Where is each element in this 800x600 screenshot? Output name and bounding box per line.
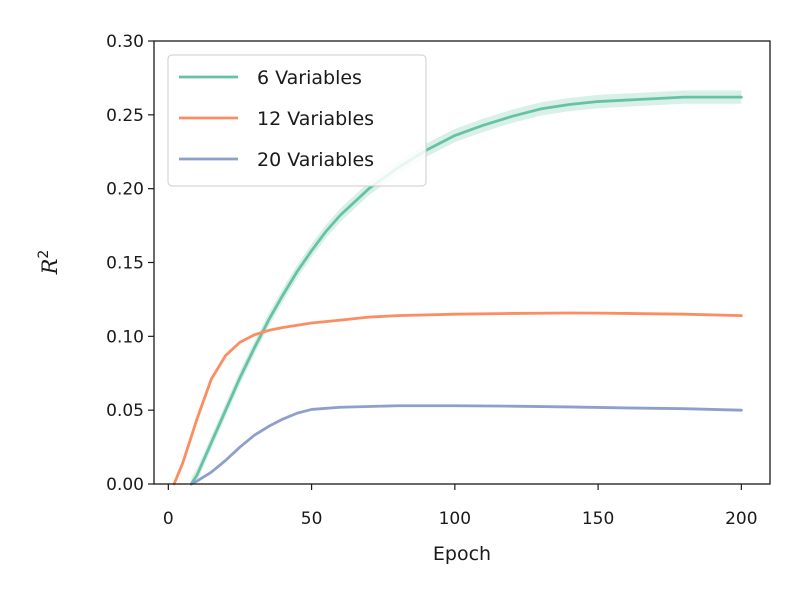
legend-label-6-variables: 6 Variables — [257, 67, 362, 89]
y-tick-label: 0.10 — [106, 327, 144, 347]
x-tick-label: 0 — [163, 509, 174, 529]
y-tick-label: 0.25 — [106, 106, 144, 126]
legend: 6 Variables 12 Variables 20 Variables — [167, 54, 427, 187]
y-tick-label: 0.05 — [106, 401, 144, 421]
legend-label-20-variables: 20 Variables — [257, 149, 374, 171]
plot-frame — [153, 40, 771, 485]
series-line-12-variables — [172, 311, 743, 486]
y-tick-label: 0.15 — [106, 254, 144, 274]
x-tick-label: 50 — [301, 509, 323, 529]
y-axis-ticks: 0.00 0.05 0.10 0.15 0.20 0.25 0.30 — [106, 32, 154, 495]
svg-text:R2: R2 — [36, 250, 62, 276]
x-tick-label: 200 — [725, 509, 757, 529]
legend-label-12-variables: 12 Variables — [257, 108, 374, 130]
series-line-20-variables — [189, 404, 743, 486]
y-axis-label-superscript: 2 — [36, 250, 52, 259]
y-axis-label-main: R — [38, 258, 62, 275]
y-axis-label: R2 — [36, 250, 62, 276]
y-tick-label: 0.30 — [106, 32, 144, 52]
legend-box — [167, 54, 427, 187]
y-tick-label: 0.00 — [106, 475, 144, 495]
x-axis-ticks: 0 50 100 150 200 — [163, 484, 758, 529]
x-axis-label: Epoch — [433, 543, 491, 565]
x-tick-label: 100 — [439, 509, 471, 529]
x-tick-label: 150 — [582, 509, 614, 529]
y-tick-label: 0.20 — [106, 180, 144, 200]
